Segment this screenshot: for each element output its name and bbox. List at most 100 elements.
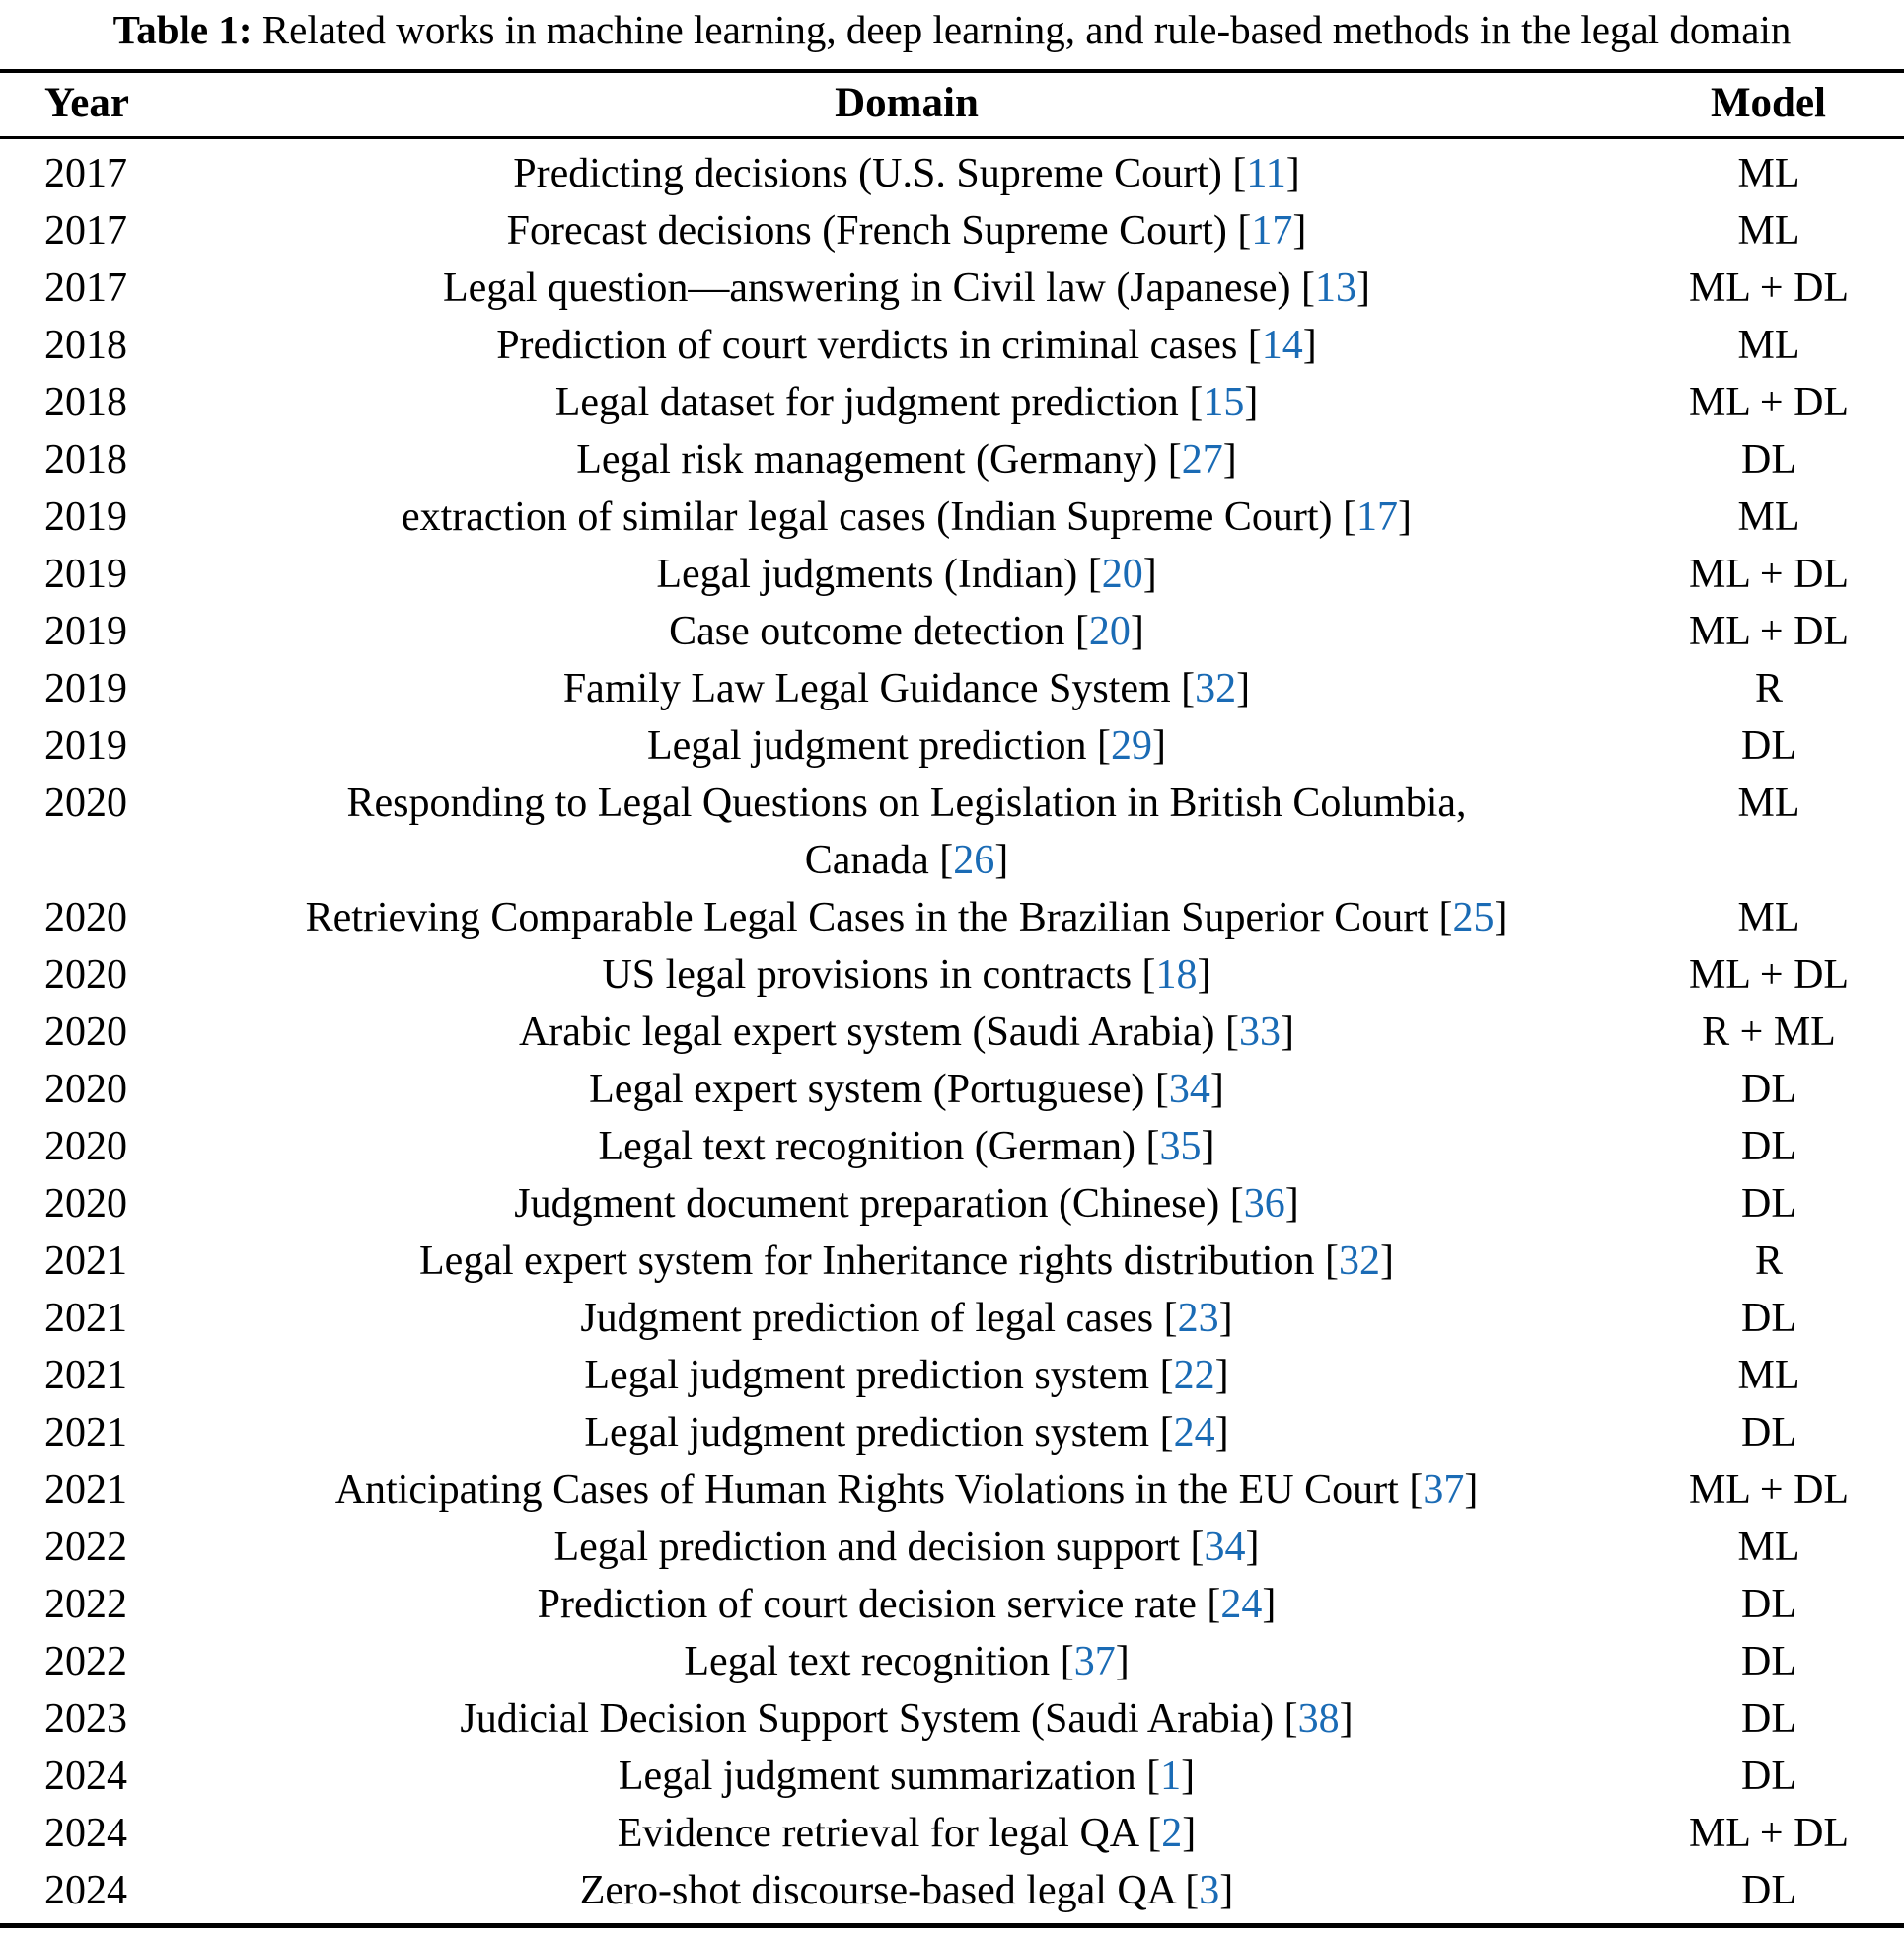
citation-link[interactable]: [36]: [1230, 1181, 1299, 1227]
citation-number: 34: [1204, 1525, 1246, 1570]
row-model: DL: [1741, 1410, 1796, 1455]
citation-link[interactable]: [37]: [1409, 1467, 1478, 1513]
row-domain: US legal provisions in contracts [18]: [156, 946, 1657, 1004]
citation-bracket-open: [: [1283, 1696, 1298, 1742]
citation-bracket-open: [: [1141, 952, 1156, 998]
citation-bracket-open: [: [1145, 1124, 1160, 1169]
citation-link[interactable]: [22]: [1160, 1353, 1229, 1398]
citation-bracket-close: ]: [994, 838, 1009, 883]
citation-number: 32: [1195, 666, 1237, 711]
row-domain: Predicting decisions (U.S. Supreme Court…: [156, 138, 1657, 203]
citation-link[interactable]: [25]: [1438, 895, 1507, 940]
citation-link[interactable]: [34]: [1191, 1525, 1260, 1570]
row-model: DL: [1741, 437, 1796, 483]
citation-link[interactable]: [29]: [1097, 723, 1166, 769]
citation-link[interactable]: [33]: [1225, 1009, 1294, 1055]
row-model: DL: [1741, 1067, 1796, 1112]
citation-bracket-close: ]: [1214, 1410, 1229, 1455]
citation-link[interactable]: [38]: [1284, 1696, 1354, 1742]
citation-bracket-open: [: [1163, 1296, 1178, 1341]
row-year: 2018: [44, 323, 127, 368]
citation-link[interactable]: [32]: [1325, 1238, 1394, 1284]
domain-text: Prediction of court verdicts in criminal…: [496, 323, 1248, 368]
citation-bracket-open: [: [1097, 723, 1112, 769]
citation-link[interactable]: [13]: [1301, 265, 1370, 311]
row-domain: Anticipating Cases of Human Rights Viola…: [156, 1461, 1657, 1519]
row-domain: Legal judgment prediction [29]: [156, 717, 1657, 775]
row-domain: Legal expert system for Inheritance righ…: [156, 1232, 1657, 1290]
row-model: DL: [1741, 1868, 1796, 1913]
table-row: 2019 Legal judgments (Indian) [20] ML + …: [0, 546, 1904, 603]
row-model: ML: [1737, 494, 1800, 540]
citation-link[interactable]: [20]: [1075, 609, 1144, 654]
citation-link[interactable]: [20]: [1088, 552, 1157, 597]
citation-bracket-close: ]: [1209, 1067, 1224, 1112]
table-row: 2018 Legal risk management (Germany) [27…: [0, 431, 1904, 488]
citation-bracket-close: ]: [1219, 1868, 1234, 1913]
citation-link[interactable]: [35]: [1146, 1124, 1215, 1169]
table-row: 2024 Legal judgment summarization [1] DL: [0, 1748, 1904, 1805]
row-domain: Legal expert system (Portuguese) [34]: [156, 1061, 1657, 1118]
row-model: ML + DL: [1688, 552, 1850, 597]
table-row: 2017 Predicting decisions (U.S. Supreme …: [0, 138, 1904, 203]
row-model: R + ML: [1702, 1009, 1836, 1055]
citation-bracket-close: ]: [1245, 1525, 1260, 1570]
row-model: ML: [1737, 895, 1800, 940]
citation-link[interactable]: [23]: [1164, 1296, 1233, 1341]
citation-bracket-open: [: [1189, 380, 1204, 425]
table-row: 2017 Forecast decisions (French Supreme …: [0, 202, 1904, 260]
citation-link[interactable]: [2]: [1147, 1811, 1196, 1856]
citation-link[interactable]: [34]: [1155, 1067, 1224, 1112]
table-row: 2019 Case outcome detection [20] ML + DL: [0, 603, 1904, 660]
citation-bracket-close: ]: [1285, 151, 1300, 196]
domain-text: Legal judgment prediction: [646, 723, 1098, 769]
domain-text: US legal provisions in contracts: [602, 952, 1142, 998]
citation-link[interactable]: [32]: [1181, 666, 1250, 711]
table-row: 2024 Evidence retrieval for legal QA [2]…: [0, 1805, 1904, 1862]
citation-number: 11: [1246, 151, 1286, 196]
citation-number: 37: [1423, 1467, 1465, 1513]
citation-link[interactable]: [18]: [1142, 952, 1211, 998]
citation-bracket-close: ]: [1201, 1124, 1215, 1169]
citation-number: 2: [1161, 1811, 1183, 1856]
citation-link[interactable]: [11]: [1232, 151, 1299, 196]
domain-text: Zero-shot discourse-based legal QA: [579, 1868, 1186, 1913]
row-year: 2020: [44, 1067, 127, 1112]
citation-link[interactable]: [3]: [1185, 1868, 1233, 1913]
row-year: 2024: [44, 1753, 127, 1799]
citation-link[interactable]: [17]: [1343, 494, 1412, 540]
citation-bracket-open: [: [1324, 1238, 1339, 1284]
citation-link[interactable]: [1]: [1146, 1753, 1195, 1799]
domain-text: Legal expert system (Portuguese): [589, 1067, 1155, 1112]
citation-number: 24: [1173, 1410, 1215, 1455]
citation-bracket-open: [: [1147, 1811, 1162, 1856]
citation-number: 26: [953, 838, 995, 883]
row-domain: Legal risk management (Germany) [27]: [156, 431, 1657, 488]
row-year: 2020: [44, 1181, 127, 1227]
citation-link[interactable]: [24]: [1207, 1582, 1276, 1627]
citation-number: 32: [1338, 1238, 1380, 1284]
row-year: 2021: [44, 1467, 127, 1513]
row-year: 2022: [44, 1639, 127, 1684]
table-row: 2022 Prediction of court decision servic…: [0, 1576, 1904, 1633]
citation-link[interactable]: [27]: [1168, 437, 1237, 483]
row-domain: Retrieving Comparable Legal Cases in the…: [156, 889, 1657, 946]
domain-text: Legal judgments (Indian): [656, 552, 1088, 597]
table-row: 2020 Legal expert system (Portuguese) [3…: [0, 1061, 1904, 1118]
row-domain: Arabic legal expert system (Saudi Arabia…: [156, 1004, 1657, 1061]
citation-link[interactable]: [26]: [939, 838, 1008, 883]
citation-link[interactable]: [15]: [1189, 380, 1258, 425]
row-year: 2020: [44, 952, 127, 998]
row-model: ML: [1737, 781, 1800, 826]
citation-link[interactable]: [24]: [1160, 1410, 1229, 1455]
domain-text-line2: Canada [26]: [804, 838, 1009, 883]
citation-bracket-close: ]: [1302, 323, 1317, 368]
citation-number: 13: [1315, 265, 1357, 311]
citation-number: 15: [1203, 380, 1245, 425]
citation-link[interactable]: [37]: [1061, 1639, 1130, 1684]
citation-link[interactable]: [17]: [1237, 208, 1306, 254]
citation-bracket-close: ]: [1236, 666, 1251, 711]
row-domain: Responding to Legal Questions on Legisla…: [156, 775, 1657, 889]
citation-link[interactable]: [14]: [1248, 323, 1317, 368]
table-row: 2021 Legal judgment prediction system [2…: [0, 1404, 1904, 1461]
